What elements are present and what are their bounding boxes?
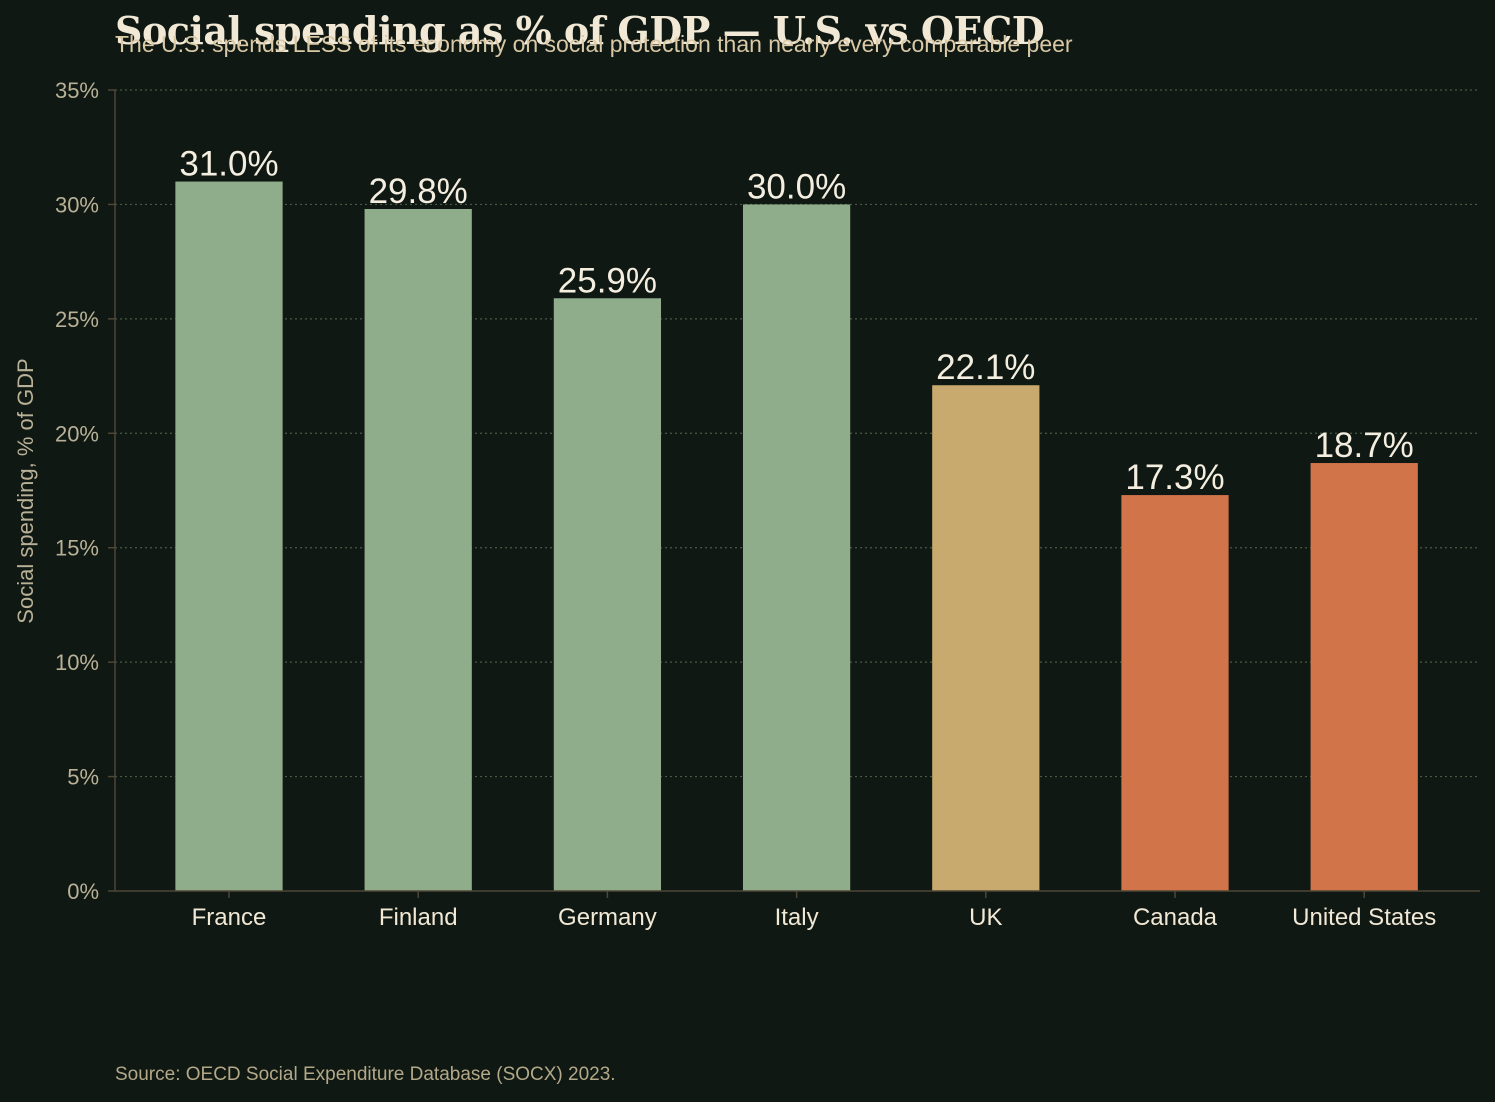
bar-italy	[742, 204, 851, 891]
x-tick-label: UK	[969, 904, 1002, 931]
x-tick-label: United States	[1292, 904, 1436, 931]
chart-subtitle: The U.S. spends LESS of its economy on s…	[115, 31, 1073, 57]
source-note: Source: OECD Social Expenditure Database…	[115, 1064, 616, 1085]
x-tick-label: Finland	[379, 904, 458, 931]
chart-title: Social spending as % of GDP — U.S. vs OE…	[115, 8, 1045, 53]
value-label: 25.9%	[558, 261, 657, 300]
y-axis-title: Social spending, % of GDP	[13, 358, 38, 623]
bar-canada	[1121, 495, 1229, 891]
bar-germany	[553, 298, 662, 891]
bar-united-states	[1310, 463, 1418, 891]
value-label: 22.1%	[936, 348, 1035, 387]
value-label: 30.0%	[747, 167, 846, 206]
x-tick-label: France	[192, 904, 267, 931]
y-tick-label: 15%	[55, 536, 99, 561]
x-tick-label: Italy	[775, 904, 819, 931]
value-label: 29.8%	[369, 172, 468, 211]
value-label: 17.3%	[1125, 458, 1224, 497]
y-tick-label: 5%	[67, 765, 99, 790]
axes	[108, 89, 1480, 898]
value-label: 18.7%	[1315, 426, 1414, 465]
y-tick-label: 20%	[55, 421, 99, 446]
x-tick-label: Canada	[1133, 904, 1218, 931]
bar-uk	[932, 385, 1040, 891]
x-tick-label: Germany	[558, 904, 657, 931]
value-label: 31.0%	[179, 145, 278, 184]
bar-finland	[364, 209, 472, 891]
bars	[175, 181, 1418, 892]
labels: 0% 5% 10% 15% 20% 25% 30% 35% 31.0% France 29.8% Fi…	[55, 78, 1436, 931]
bar-france	[175, 181, 283, 892]
y-tick-label: 35%	[55, 78, 99, 103]
y-tick-label: 0%	[67, 879, 99, 904]
y-tick-label: 10%	[55, 650, 99, 675]
y-tick-label: 30%	[55, 192, 99, 217]
y-tick-label: 25%	[55, 307, 99, 332]
